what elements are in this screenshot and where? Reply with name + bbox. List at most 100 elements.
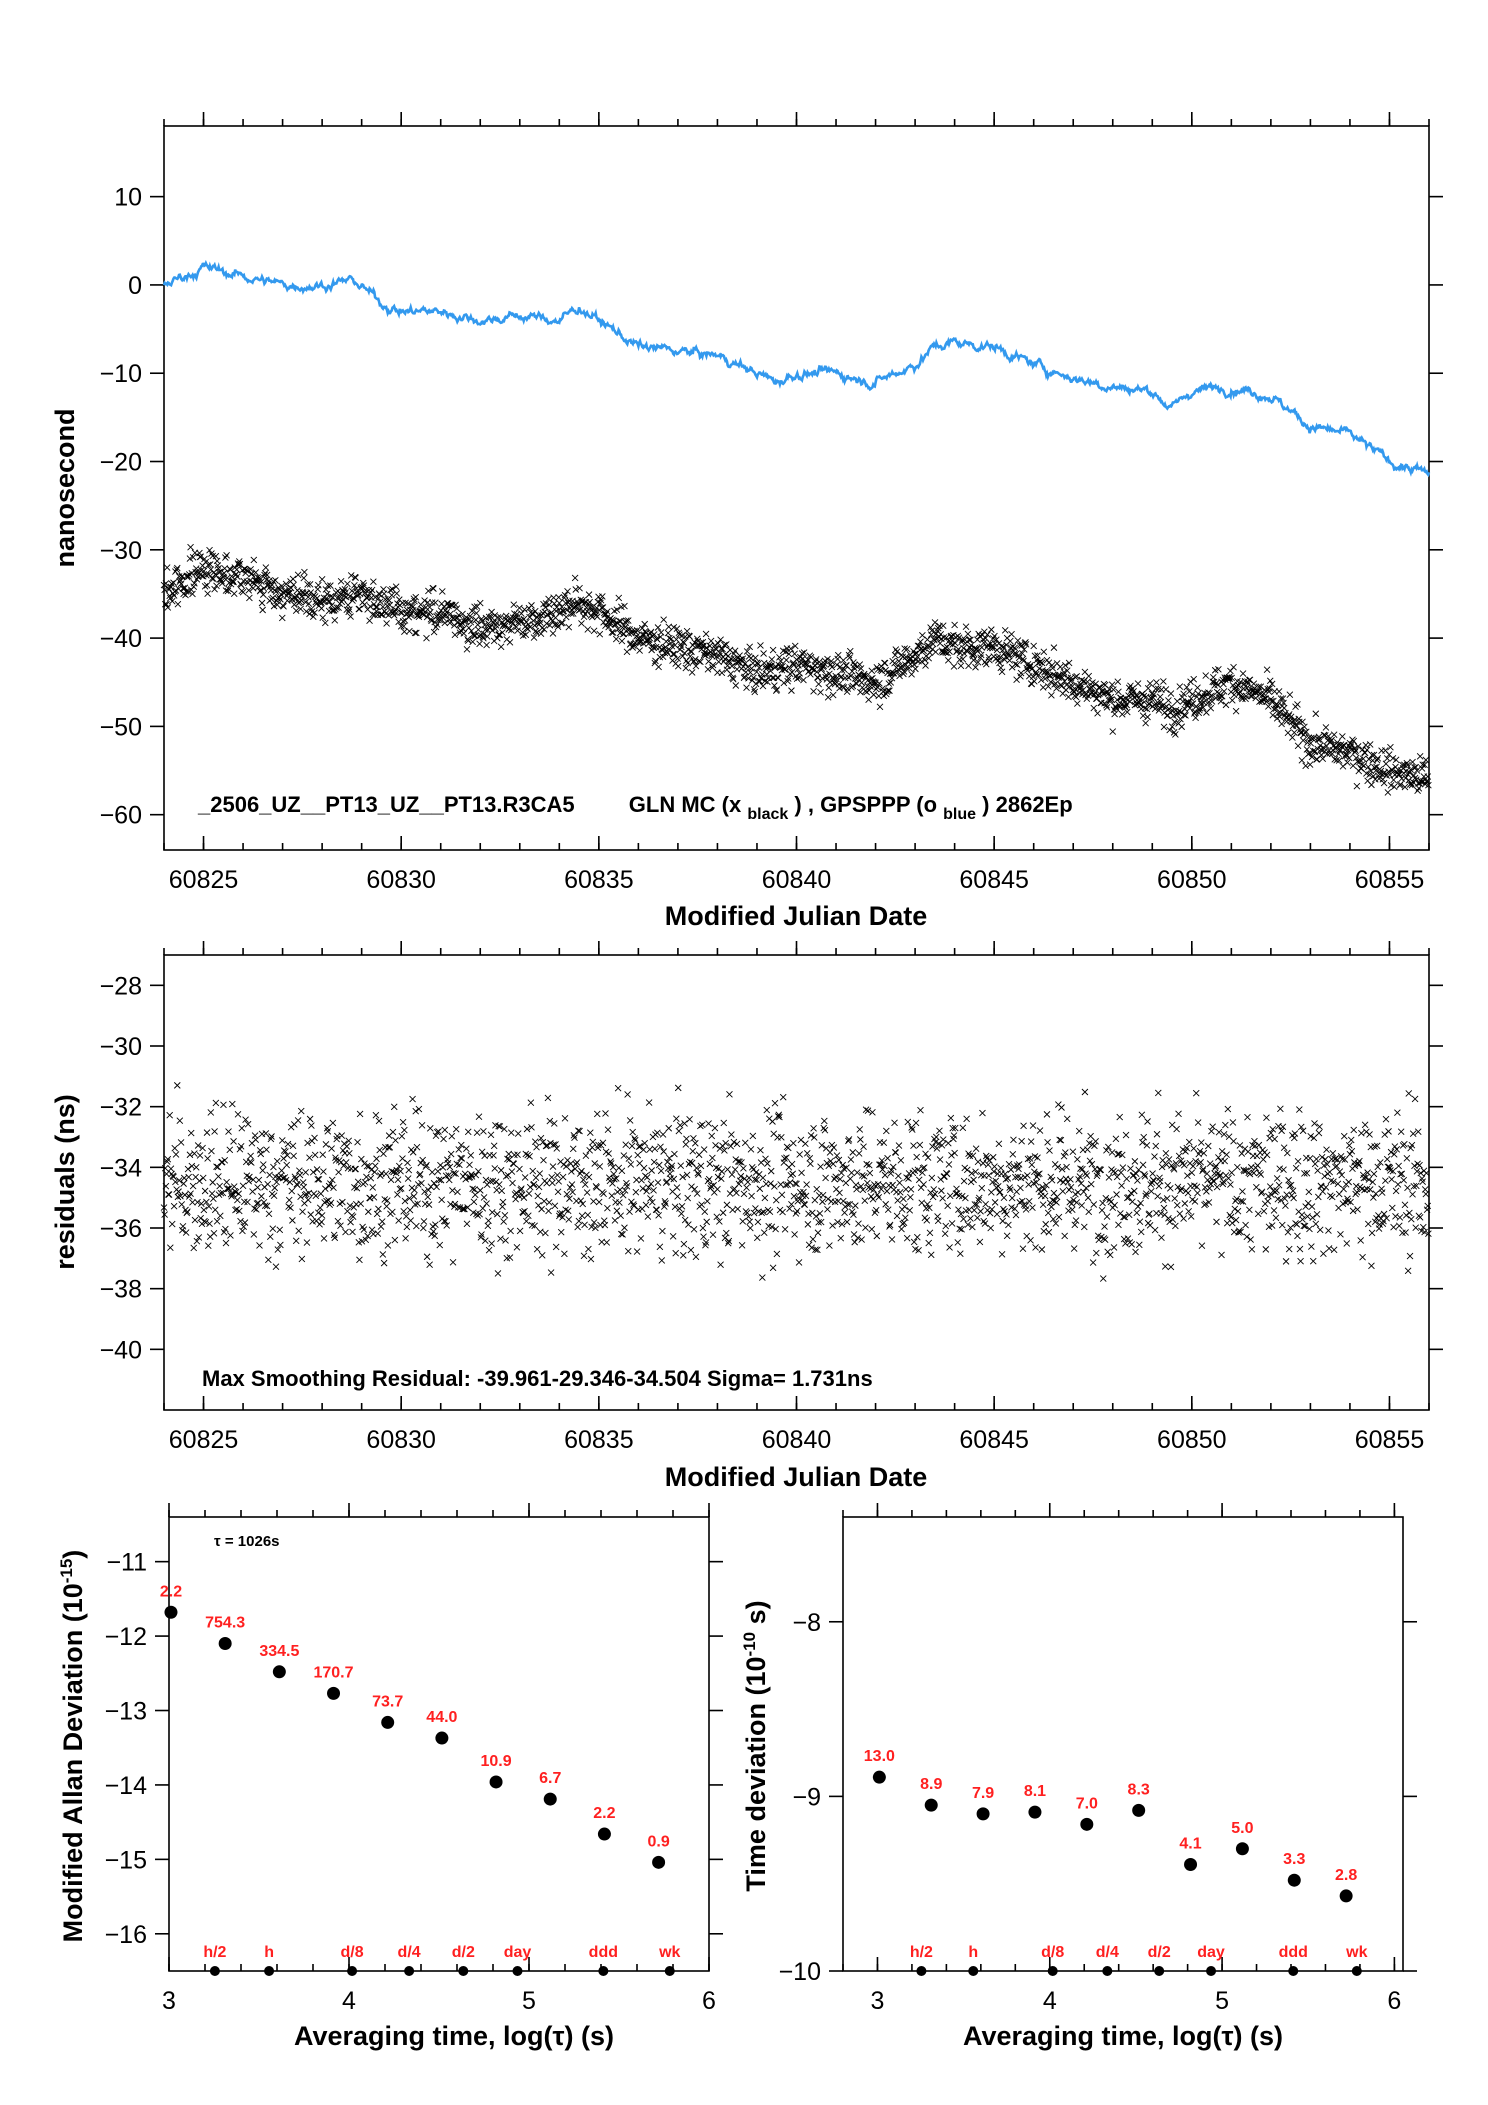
residual-point xyxy=(540,1156,547,1164)
residual-point xyxy=(900,1219,908,1227)
gln-mc-point xyxy=(571,574,579,582)
residual-point xyxy=(671,1150,678,1158)
residual-point xyxy=(607,1160,615,1167)
residual-point xyxy=(193,1237,201,1245)
residual-point xyxy=(404,1159,411,1167)
residual-point xyxy=(1250,1169,1258,1177)
residual-point xyxy=(234,1196,241,1204)
residual-point xyxy=(987,1224,994,1232)
gln-mc-point xyxy=(827,657,835,665)
residual-point xyxy=(387,1176,395,1184)
residual-point xyxy=(617,1230,625,1238)
residual-point xyxy=(394,1176,402,1183)
residual-point xyxy=(574,1223,581,1231)
residual-point xyxy=(648,1198,656,1206)
gln-mc-point xyxy=(1390,776,1397,784)
gln-mc-point xyxy=(881,659,889,667)
gln-mc-point xyxy=(1289,734,1296,741)
gln-mc-point xyxy=(1335,757,1343,764)
residual-point xyxy=(351,1183,358,1191)
gln-mc-point xyxy=(399,599,406,607)
gln-mc-point xyxy=(335,604,342,611)
residual-point xyxy=(1372,1190,1380,1197)
residual-point xyxy=(1328,1193,1336,1201)
residual-point xyxy=(440,1217,448,1225)
residual-point xyxy=(982,1200,989,1208)
residual-point xyxy=(1306,1154,1314,1162)
residual-point xyxy=(1231,1205,1239,1213)
residual-point xyxy=(1005,1160,1013,1168)
residual-point xyxy=(974,1214,981,1222)
gln-mc-point xyxy=(547,615,555,623)
gln-mc-point xyxy=(1152,685,1160,693)
residual-point xyxy=(1215,1154,1222,1161)
gln-mc-point xyxy=(551,621,559,629)
residual-point xyxy=(216,1212,224,1220)
gln-mc-point xyxy=(1172,731,1179,738)
residual-point xyxy=(1272,1214,1280,1222)
residual-point xyxy=(1359,1253,1366,1261)
gln-mc-point xyxy=(671,650,678,658)
residual-point xyxy=(389,1128,397,1136)
residual-point xyxy=(353,1184,361,1192)
residual-point xyxy=(346,1202,354,1210)
residual-point xyxy=(224,1185,232,1193)
interval-marker xyxy=(1206,1966,1217,1976)
residual-point xyxy=(1042,1220,1050,1228)
residual-point xyxy=(902,1185,910,1193)
gln-mc-point xyxy=(718,669,726,677)
residual-point xyxy=(1118,1182,1125,1189)
gln-mc-point xyxy=(753,659,761,667)
gln-mc-point xyxy=(647,629,654,637)
residual-point xyxy=(869,1109,876,1116)
gln-mc-point xyxy=(319,614,327,622)
gln-mc-point xyxy=(259,606,266,614)
residual-point xyxy=(756,1185,764,1193)
residual-point xyxy=(705,1120,712,1127)
residual-point xyxy=(202,1218,210,1226)
gln-mc-point xyxy=(465,624,473,632)
residual-point xyxy=(582,1152,590,1159)
residual-point xyxy=(693,1164,700,1172)
gln-mc-point xyxy=(750,674,757,682)
residual-point xyxy=(267,1135,275,1143)
residual-point xyxy=(860,1143,867,1150)
gln-mc-point xyxy=(691,656,699,663)
residual-point xyxy=(886,1221,894,1229)
residual-point xyxy=(801,1201,809,1209)
gln-mc-point xyxy=(776,663,784,670)
gln-mc-point xyxy=(1180,690,1187,698)
residual-point xyxy=(307,1211,315,1218)
gln-mc-point xyxy=(1395,771,1403,779)
residual-point xyxy=(1073,1199,1081,1206)
gln-mc-point xyxy=(487,623,494,631)
gln-mc-point xyxy=(1005,650,1012,658)
residual-point xyxy=(1123,1175,1130,1183)
gln-mc-point xyxy=(290,601,298,608)
residual-point xyxy=(626,1208,633,1215)
residual-point xyxy=(1121,1213,1129,1221)
gln-mc-point xyxy=(769,646,777,654)
gln-mc-point xyxy=(973,646,981,653)
residual-point xyxy=(725,1237,733,1245)
gln-mc-point xyxy=(1019,655,1027,663)
residual-point xyxy=(543,1179,550,1187)
residual-point xyxy=(1227,1213,1235,1221)
residual-point xyxy=(700,1233,707,1241)
gln-mc-point xyxy=(521,606,528,613)
residual-point xyxy=(1234,1207,1242,1215)
point-count-label: 8.9 xyxy=(920,1776,942,1793)
gln-mc-point xyxy=(1024,667,1031,674)
residual-point xyxy=(1029,1122,1037,1129)
gln-mc-point xyxy=(356,605,363,613)
residual-point xyxy=(376,1172,384,1179)
residual-point xyxy=(580,1252,588,1260)
residual-point xyxy=(1130,1187,1138,1195)
plot-data: 13.08.97.9 8.17.08.34.15.03.32.8h/2 h d/8 d/… xyxy=(864,1748,1368,1976)
residual-point xyxy=(222,1225,229,1233)
gln-mc-point xyxy=(714,639,722,647)
residual-point xyxy=(672,1249,680,1257)
gln-mc-point xyxy=(432,599,439,606)
gln-mc-point xyxy=(872,685,880,693)
residual-point xyxy=(1105,1143,1112,1151)
